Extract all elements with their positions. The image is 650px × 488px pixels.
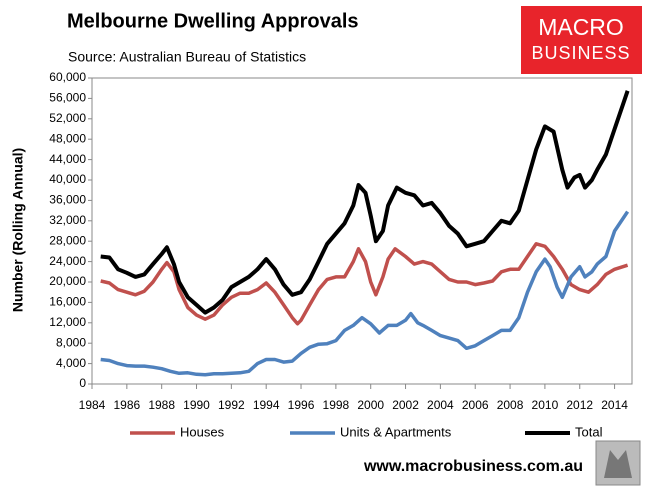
x-tick-label: 1990 [183, 398, 210, 412]
x-tick-label: 1986 [113, 398, 140, 412]
series-line [100, 90, 630, 315]
x-tick-label: 1998 [323, 398, 350, 412]
wolf-icon [604, 450, 632, 478]
x-tick-label: 1992 [218, 398, 245, 412]
x-tick-label: 1994 [253, 398, 280, 412]
y-tick-label: 16,000 [49, 295, 86, 309]
x-tick-label: 1984 [79, 398, 106, 412]
y-tick-label: 44,000 [49, 152, 86, 166]
y-tick-label: 32,000 [49, 213, 86, 227]
y-axis-label: Number (Rolling Annual) [10, 148, 26, 312]
logo-box [521, 6, 642, 74]
x-tick-label: 1996 [288, 398, 315, 412]
y-tick-label: 4,000 [56, 356, 86, 370]
plot-frame [91, 77, 633, 385]
legend-label: Houses [180, 424, 225, 439]
y-tick-label: 36,000 [49, 193, 86, 207]
y-tick-label: 20,000 [49, 274, 86, 288]
x-tick-label: 2008 [497, 398, 524, 412]
series-line [100, 210, 630, 377]
x-tick-label: 2014 [601, 398, 628, 412]
y-tick-label: 40,000 [49, 172, 86, 186]
legend-label: Units & Apartments [340, 424, 452, 439]
y-tick-label: 52,000 [49, 111, 86, 125]
x-tick-label: 2000 [357, 398, 384, 412]
x-tick-label: 2002 [392, 398, 419, 412]
x-tick-label: 2010 [532, 398, 559, 412]
series-line [100, 242, 629, 326]
x-tick-label: 2006 [462, 398, 489, 412]
legend-label: Total [575, 424, 603, 439]
logo-text: MACRO [538, 14, 624, 40]
y-tick-label: 8,000 [56, 335, 86, 349]
x-tick-label: 2004 [427, 398, 454, 412]
y-tick-label: 12,000 [49, 315, 86, 329]
logo-text: BUSINESS [531, 43, 630, 63]
y-tick-label: 48,000 [49, 131, 86, 145]
y-tick-label: 28,000 [49, 233, 86, 247]
y-tick-label: 56,000 [49, 91, 86, 105]
chart-subtitle: Source: Australian Bureau of Statistics [68, 49, 306, 65]
x-tick-label: 1988 [148, 398, 175, 412]
y-tick-label: 24,000 [49, 254, 86, 268]
chart-title: Melbourne Dwelling Approvals [67, 10, 359, 32]
website: www.macrobusiness.com.au [363, 458, 583, 475]
x-tick-label: 2012 [566, 398, 593, 412]
y-tick-label: 60,000 [49, 70, 86, 84]
y-tick-label: 0 [79, 376, 86, 390]
